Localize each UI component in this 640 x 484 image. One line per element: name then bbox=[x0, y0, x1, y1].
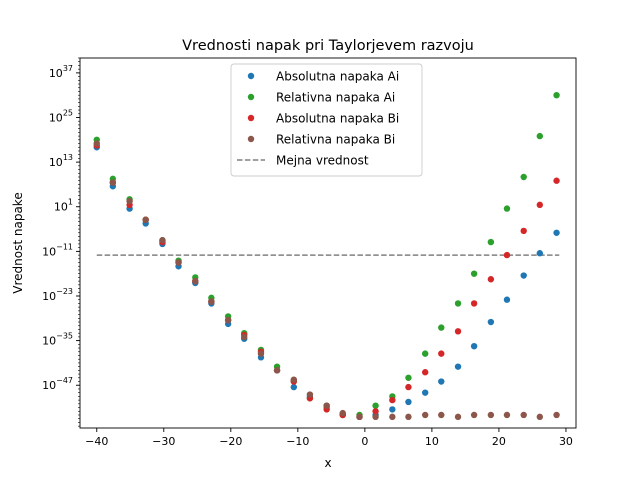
point-series-4 bbox=[438, 411, 445, 419]
y-tick-label: 1025 bbox=[49, 108, 73, 124]
point-series-3 bbox=[389, 396, 396, 404]
point-series-4 bbox=[208, 298, 215, 305]
point-series-4 bbox=[306, 391, 314, 398]
point-series-3 bbox=[470, 300, 478, 307]
point-series-2 bbox=[553, 91, 560, 99]
point-series-3 bbox=[553, 177, 560, 184]
point-series-3 bbox=[421, 369, 429, 376]
point-series-1 bbox=[454, 363, 462, 370]
point-series-3 bbox=[487, 276, 495, 283]
point-series-1 bbox=[405, 398, 412, 406]
y-tick-label: 10−23 bbox=[42, 287, 73, 303]
point-series-1 bbox=[536, 250, 544, 257]
point-series-4 bbox=[470, 411, 478, 419]
legend-box bbox=[230, 63, 423, 177]
point-series-4 bbox=[109, 179, 117, 186]
point-series-4 bbox=[290, 376, 298, 383]
x-tick-label: 10 bbox=[425, 435, 439, 448]
chart-title: Vrednosti napak pri Taylorjevem razvoju bbox=[182, 38, 474, 54]
point-series-4 bbox=[389, 413, 396, 421]
point-series-4 bbox=[142, 216, 149, 223]
point-series-4 bbox=[454, 413, 462, 421]
point-series-4 bbox=[487, 411, 495, 419]
legend-marker bbox=[247, 93, 255, 101]
y-tick-label: 1013 bbox=[49, 153, 73, 169]
point-series-1 bbox=[487, 318, 495, 326]
point-series-4 bbox=[339, 409, 346, 417]
x-tick-label: −30 bbox=[152, 435, 175, 448]
point-series-4 bbox=[93, 140, 100, 147]
y-tick-label: 101 bbox=[54, 198, 73, 214]
y-axis-label: Vrednost napake bbox=[11, 192, 25, 293]
point-series-3 bbox=[536, 201, 544, 209]
point-series-3 bbox=[454, 328, 462, 335]
point-series-4 bbox=[323, 402, 330, 409]
point-series-2 bbox=[487, 238, 495, 246]
point-series-4 bbox=[356, 413, 363, 421]
point-series-1 bbox=[421, 389, 429, 396]
point-series-3 bbox=[503, 251, 511, 259]
x-tick-label: −10 bbox=[286, 435, 309, 448]
point-series-1 bbox=[438, 378, 445, 385]
point-series-4 bbox=[224, 316, 232, 324]
legend-marker bbox=[247, 135, 255, 143]
point-series-4 bbox=[273, 367, 281, 374]
point-series-4 bbox=[503, 411, 511, 419]
point-series-2 bbox=[470, 270, 478, 277]
axes-frame bbox=[79, 57, 577, 429]
point-series-4 bbox=[159, 237, 166, 244]
point-series-4 bbox=[372, 413, 379, 421]
point-series-4 bbox=[520, 411, 527, 419]
x-tick-label: 0 bbox=[361, 435, 368, 448]
x-tick-label: 30 bbox=[559, 435, 573, 448]
plot-area bbox=[93, 91, 560, 421]
point-series-3 bbox=[520, 227, 527, 235]
point-series-4 bbox=[553, 411, 560, 419]
legend-label: Absolutna napaka Bi bbox=[276, 112, 399, 126]
legend-marker bbox=[247, 72, 255, 80]
y-tick-label: 10−47 bbox=[42, 376, 73, 392]
point-series-2 bbox=[438, 324, 445, 331]
point-series-2 bbox=[536, 132, 544, 140]
point-series-2 bbox=[520, 173, 527, 181]
point-series-4 bbox=[126, 197, 133, 205]
legend-label: Absolutna napaka Ai bbox=[276, 70, 399, 84]
x-axis-label: x bbox=[324, 456, 331, 470]
point-series-2 bbox=[372, 402, 379, 409]
point-series-1 bbox=[389, 406, 396, 413]
point-series-4 bbox=[536, 413, 544, 421]
x-tick-label: −20 bbox=[219, 435, 242, 448]
point-series-1 bbox=[520, 272, 527, 279]
point-series-4 bbox=[175, 259, 182, 266]
point-series-4 bbox=[421, 411, 429, 419]
point-series-2 bbox=[405, 374, 412, 381]
point-series-1 bbox=[553, 229, 560, 236]
legend: Absolutna napaka Ai Relativna napaka Ai Ab… bbox=[230, 63, 423, 177]
x-tick-label: −40 bbox=[85, 435, 108, 448]
point-series-4 bbox=[257, 350, 265, 357]
point-series-3 bbox=[372, 408, 379, 415]
point-series-4 bbox=[192, 277, 199, 285]
point-series-2 bbox=[421, 350, 429, 357]
point-series-4 bbox=[241, 333, 248, 341]
legend-marker bbox=[247, 114, 255, 122]
point-series-1 bbox=[503, 296, 511, 303]
x-tick-label: 20 bbox=[492, 435, 506, 448]
y-tick-label: 1037 bbox=[49, 64, 73, 80]
point-series-3 bbox=[405, 383, 412, 391]
legend-label: Relativna napaka Bi bbox=[276, 133, 395, 147]
point-series-1 bbox=[470, 342, 478, 350]
point-series-1 bbox=[290, 383, 298, 391]
point-series-2 bbox=[503, 205, 511, 212]
legend-label: Relativna napaka Ai bbox=[276, 91, 395, 105]
axes: −40 −30 −20 −10 0 10 20 30 10−47 10−35 10−23 10−11 1… bbox=[42, 57, 577, 448]
point-series-3 bbox=[438, 350, 445, 357]
y-tick-label: 10−35 bbox=[42, 332, 73, 348]
legend-label: Mejna vrednost bbox=[276, 154, 369, 168]
y-tick-label: 10−11 bbox=[42, 242, 73, 258]
point-series-2 bbox=[454, 300, 462, 307]
point-series-4 bbox=[405, 413, 412, 421]
